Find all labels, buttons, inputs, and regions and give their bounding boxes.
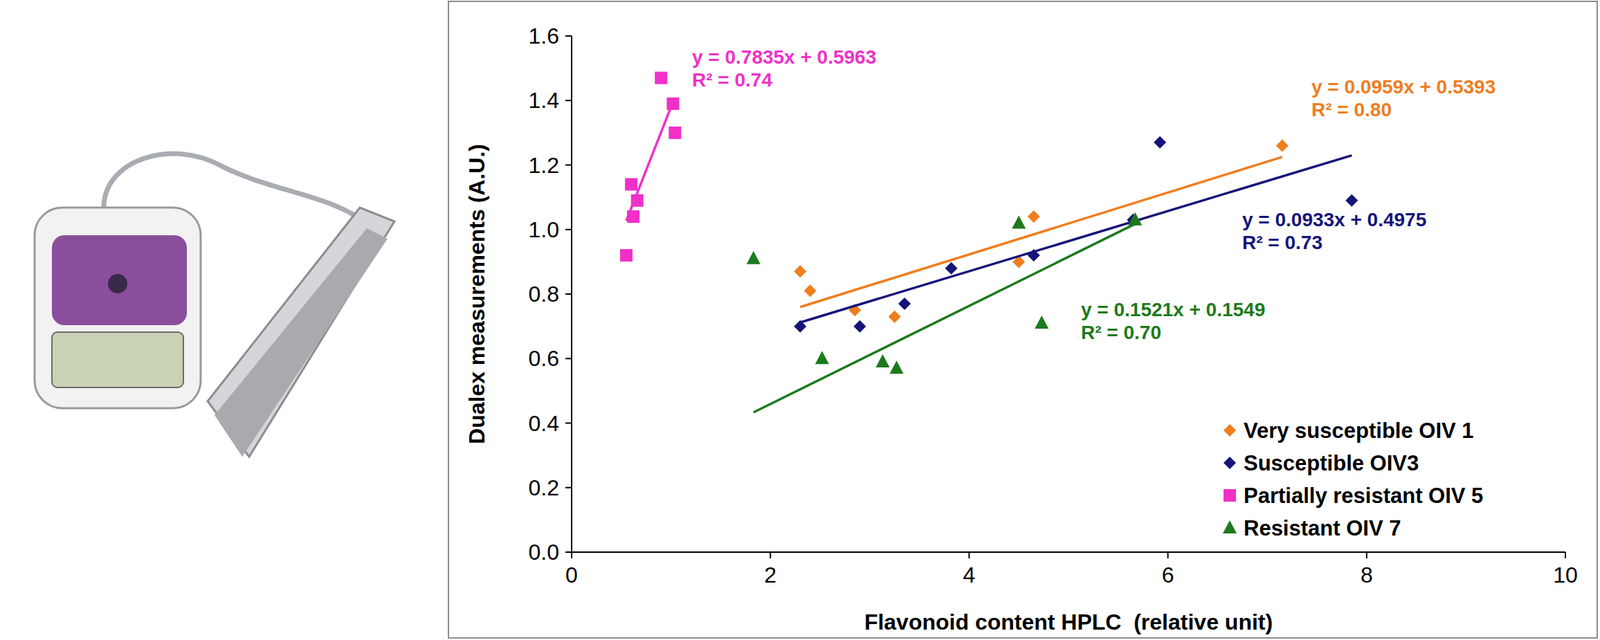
- data-point: [1027, 249, 1041, 262]
- legend-label: Partially resistant OIV 5: [1243, 483, 1484, 508]
- y-tick-label: 1.6: [528, 23, 560, 49]
- data-point: [793, 265, 807, 278]
- data-point: [853, 320, 866, 333]
- y-tick-label: 0.0: [528, 539, 560, 565]
- data-point: [666, 97, 679, 111]
- fit-equation: y = 0.1521x + 0.1549: [1080, 298, 1266, 321]
- y-tick-label: 0.2: [528, 475, 560, 501]
- legend: Very susceptible OIV 1 Susceptible OIV3 Pa…: [1222, 418, 1484, 541]
- x-axis-title: Flavonoid content HPLC (relative unit): [864, 609, 1273, 635]
- y-tick: [565, 357, 572, 360]
- fit-r2: R² = 0.80: [1311, 98, 1392, 121]
- device-eye: [107, 274, 128, 294]
- data-point: [898, 297, 911, 311]
- chart-frame: [448, 1, 1598, 639]
- plot-area: [620, 71, 1358, 413]
- page: 0.0 0.2 0.4 0.6 0.8 1.0 1.2 1.4 1.6 0 2 4 6 8 10 Flavon…: [0, 0, 1600, 640]
- data-point: [624, 177, 638, 191]
- fit-r2: R² = 0.70: [1080, 321, 1162, 344]
- data-point: [888, 310, 902, 324]
- data-point: [945, 262, 958, 275]
- data-point: [804, 284, 817, 297]
- x-tick: [570, 552, 573, 559]
- y-tick: [565, 35, 572, 37]
- y-tick-label: 0.8: [528, 281, 560, 307]
- y-tick: [565, 229, 572, 231]
- data-point: [668, 126, 681, 140]
- data-point: [1027, 210, 1041, 223]
- device-body: [34, 207, 201, 409]
- y-tick: [565, 164, 572, 167]
- x-tick: [769, 552, 771, 559]
- y-tick-label: 0.4: [528, 411, 560, 436]
- device-panel: [51, 235, 187, 326]
- fit-r2: R² = 0.74: [692, 69, 773, 91]
- x-tick: [968, 552, 970, 559]
- legend-label: Very susceptible OIV 1: [1243, 418, 1475, 443]
- trend-line: [753, 224, 1135, 413]
- fit-r2: R² = 0.73: [1242, 231, 1323, 254]
- trend-line: [800, 157, 1282, 308]
- fit-equation: y = 0.0959x + 0.5393: [1311, 76, 1496, 98]
- device-probe-shade: [214, 228, 388, 457]
- device-probe: [207, 207, 395, 457]
- data-point: [1345, 194, 1358, 207]
- x-tick: [1167, 552, 1169, 559]
- data-point: [1276, 139, 1289, 153]
- data-point: [889, 360, 904, 374]
- data-point: [815, 350, 830, 365]
- device-illustration: [34, 153, 395, 457]
- data-point: [1128, 212, 1142, 226]
- y-tick-label: 0.6: [528, 346, 560, 371]
- data-point: [631, 194, 644, 207]
- y-tick-label: 1.4: [528, 87, 560, 113]
- device-screen: [51, 332, 184, 388]
- fit-equation: y = 0.7835x + 0.5963: [692, 46, 877, 68]
- x-tick-label: 2: [764, 562, 777, 588]
- x-tick: [1564, 552, 1567, 559]
- data-point: [1011, 215, 1026, 229]
- y-tick: [565, 99, 572, 102]
- legend-marker: [1223, 456, 1236, 470]
- legend-marker: [1222, 520, 1237, 534]
- y-axis-title: Dualex measurements (A.U.): [464, 143, 490, 445]
- x-tick-label: 0: [565, 562, 578, 588]
- data-point: [793, 320, 807, 333]
- data-point: [746, 251, 761, 265]
- legend-marker: [1223, 489, 1236, 502]
- y-tick: [565, 551, 572, 553]
- legend-label: Resistant OIV 7: [1243, 516, 1401, 541]
- y-tick: [565, 422, 572, 425]
- fit-equation: y = 0.0933x + 0.4975: [1242, 208, 1427, 231]
- legend-marker: [1223, 424, 1236, 437]
- trend-line: [800, 155, 1352, 323]
- data-point: [654, 71, 668, 85]
- x-tick-label: 8: [1360, 562, 1374, 588]
- y-tick-label: 1.2: [528, 152, 560, 178]
- data-point: [1153, 136, 1167, 149]
- data-point: [620, 249, 633, 262]
- x-tick-label: 10: [1552, 562, 1578, 588]
- trend-line: [626, 99, 675, 221]
- y-tick: [565, 293, 572, 295]
- data-point: [1034, 315, 1049, 329]
- y-tick-label: 1.0: [528, 217, 560, 243]
- data-point: [875, 354, 890, 368]
- x-tick-label: 4: [963, 562, 976, 588]
- x-tick-label: 6: [1161, 562, 1175, 588]
- y-tick: [565, 487, 572, 489]
- data-point: [626, 210, 640, 223]
- x-tick: [1366, 552, 1368, 559]
- x-axis: [571, 551, 1566, 553]
- legend-label: Susceptible OIV3: [1243, 451, 1419, 476]
